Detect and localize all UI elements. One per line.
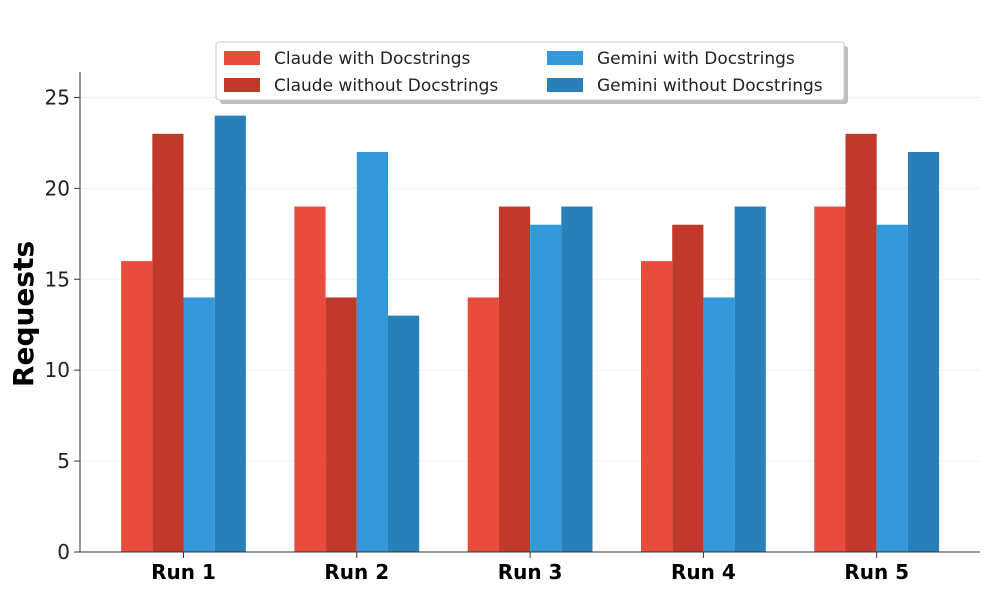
y-ticks: 0 5 10 15 20 25 xyxy=(45,85,80,564)
x-tick-label: Run 3 xyxy=(498,560,563,584)
bar xyxy=(876,224,908,552)
bar xyxy=(183,297,215,552)
bars xyxy=(121,115,940,553)
bar xyxy=(388,315,420,552)
legend-label: Claude with Docstrings xyxy=(274,49,471,69)
legend: Claude with Docstrings Claude without Doc… xyxy=(215,41,848,104)
bar xyxy=(356,152,388,552)
bar xyxy=(325,297,357,552)
legend-label: Gemini without Docstrings xyxy=(597,76,823,96)
legend-label: Claude without Docstrings xyxy=(274,76,498,96)
bar xyxy=(294,206,326,552)
bar xyxy=(734,206,766,552)
y-axis-title: Requests xyxy=(7,241,40,387)
legend-swatch xyxy=(224,78,260,92)
bar xyxy=(561,206,593,552)
y-tick-label: 20 xyxy=(45,176,70,200)
legend-swatch xyxy=(224,51,260,65)
legend-swatch xyxy=(547,78,583,92)
y-tick-label: 5 xyxy=(57,449,70,473)
bar xyxy=(530,224,562,552)
bar xyxy=(152,133,184,552)
legend-label: Gemini with Docstrings xyxy=(597,49,795,69)
bar xyxy=(641,261,673,552)
y-tick-label: 25 xyxy=(45,85,70,109)
bar xyxy=(467,297,499,552)
x-ticks: Run 1 Run 2 Run 3 Run 4 Run 5 xyxy=(151,552,909,584)
bar xyxy=(121,261,153,552)
y-tick-label: 0 xyxy=(57,540,70,564)
bar xyxy=(845,133,877,552)
legend-box xyxy=(215,41,845,101)
legend-swatch xyxy=(547,51,583,65)
x-tick-label: Run 4 xyxy=(671,560,736,584)
y-tick-label: 15 xyxy=(45,267,70,291)
x-tick-label: Run 5 xyxy=(844,560,909,584)
bar xyxy=(214,115,246,553)
bar xyxy=(814,206,846,552)
bar xyxy=(672,224,704,552)
x-tick-label: Run 2 xyxy=(324,560,389,584)
bar xyxy=(498,206,531,552)
bar xyxy=(703,297,735,552)
y-tick-label: 10 xyxy=(45,358,70,382)
bar xyxy=(907,152,940,552)
x-tick-label: Run 1 xyxy=(151,560,216,584)
